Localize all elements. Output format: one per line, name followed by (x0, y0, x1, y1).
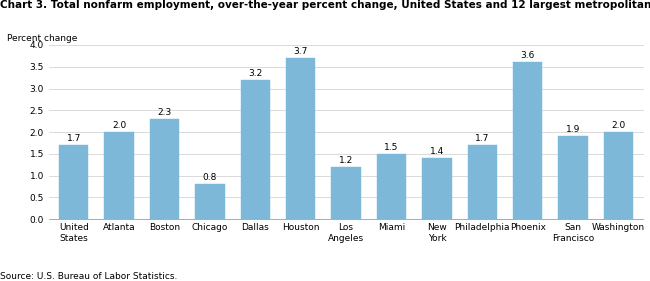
Bar (240, 80, 270, 219)
Bar (286, 58, 315, 219)
Text: 2.0: 2.0 (112, 121, 126, 130)
Text: 2.3: 2.3 (157, 108, 172, 117)
Bar (467, 145, 497, 219)
Bar (195, 184, 225, 219)
Text: 1.2: 1.2 (339, 156, 353, 165)
Bar (105, 132, 134, 219)
Text: 1.9: 1.9 (566, 125, 580, 134)
Text: 1.5: 1.5 (384, 143, 398, 152)
Bar (558, 137, 588, 219)
Text: Chart 3. Total nonfarm employment, over-the-year percent change, United States a: Chart 3. Total nonfarm employment, over-… (0, 0, 650, 10)
Bar (59, 145, 88, 219)
Text: 0.8: 0.8 (203, 173, 217, 182)
Text: Percent change: Percent change (7, 34, 77, 43)
Bar (422, 158, 452, 219)
Bar (513, 62, 543, 219)
Text: Source: U.S. Bureau of Labor Statistics.: Source: U.S. Bureau of Labor Statistics. (0, 272, 177, 281)
Text: 1.7: 1.7 (475, 134, 489, 143)
Bar (604, 132, 633, 219)
Bar (332, 167, 361, 219)
Bar (377, 154, 406, 219)
Text: 1.4: 1.4 (430, 147, 444, 156)
Text: 3.6: 3.6 (521, 51, 535, 60)
Text: 3.2: 3.2 (248, 69, 263, 78)
Text: 3.7: 3.7 (294, 47, 308, 56)
Bar (150, 119, 179, 219)
Text: 1.7: 1.7 (66, 134, 81, 143)
Text: 2.0: 2.0 (612, 121, 626, 130)
